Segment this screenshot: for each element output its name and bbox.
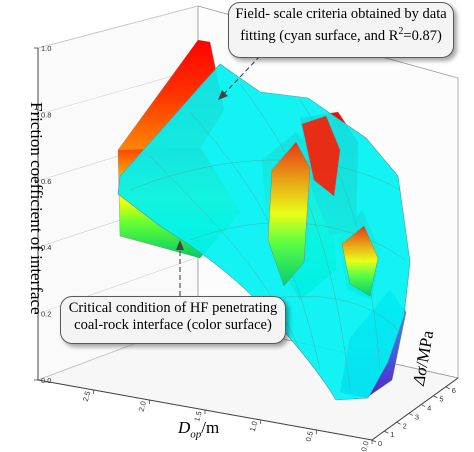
z-tick-label: 0.0 [41, 376, 51, 385]
y-tick-label: 2 [403, 421, 407, 430]
leader-top [221, 55, 261, 97]
annotation-cyan-surface: Field- scale criteria obtained by data f… [228, 2, 454, 58]
x-tick-label: 2.5 [81, 390, 92, 402]
overlay-yellow-center [267, 141, 311, 287]
x-tick-label: 1.5 [192, 410, 203, 422]
tick-labels: 0.0 0.2 0.4 0.6 0.8 1.0 2.5 2.0 1.5 1.0 0.5 0.0 0123… [34, 44, 456, 452]
y-tick-label: 5 [439, 395, 443, 404]
y-tick-label: 4 [427, 404, 431, 413]
y-tick-mark [371, 439, 377, 443]
leader-lines [179, 55, 261, 296]
z-tick-label: 0.6 [41, 177, 51, 186]
y-tick-mark [420, 404, 426, 407]
y-tick-mark [384, 430, 389, 434]
x-tick-label: 0.0 [359, 440, 370, 452]
annotation-top-line2: fitting (cyan surface, and R2=0.87) [240, 26, 442, 44]
y-tick-label: 0 [378, 439, 382, 448]
color-surface-overlay [267, 115, 379, 297]
y-tick-label: 6 [452, 386, 456, 395]
overlay-green-right [341, 225, 379, 297]
z-tick-label: 1.0 [41, 44, 51, 53]
annotation-bottom-line1: Critical condition of HF penetrating [68, 300, 278, 316]
annotation-color-surface: Critical condition of HF penetrating coa… [60, 296, 286, 344]
y-tick-mark [396, 421, 401, 425]
arrow-top [218, 90, 228, 100]
y-axis-line [371, 377, 459, 441]
z-tick-label: 0.2 [41, 310, 51, 319]
x-tick-label: 0.5 [304, 430, 315, 442]
annotation-bottom-line2: coal-rock interface (color surface) [74, 317, 272, 333]
z-tick-label: 0.8 [41, 110, 51, 119]
arrow-bottom [176, 240, 184, 250]
grid-line-z [37, 5, 199, 49]
annotation-top-line1: Field- scale criteria obtained by data [235, 6, 447, 22]
x-tick-label: 2.0 [137, 400, 148, 412]
y-tick-mark [408, 413, 414, 416]
z-tick-label: 0.4 [41, 243, 51, 252]
y-tick-label: 1 [390, 430, 394, 439]
x-axis-label: Dop/m [178, 418, 220, 441]
y-tick-label: 3 [415, 412, 419, 421]
overlay-red-peak [301, 115, 341, 197]
z-axis-label: Friction coefficient of interface [27, 102, 46, 315]
y-tick-mark [433, 395, 438, 399]
y-tick-mark [445, 386, 450, 390]
x-tick-label: 1.0 [248, 420, 259, 432]
